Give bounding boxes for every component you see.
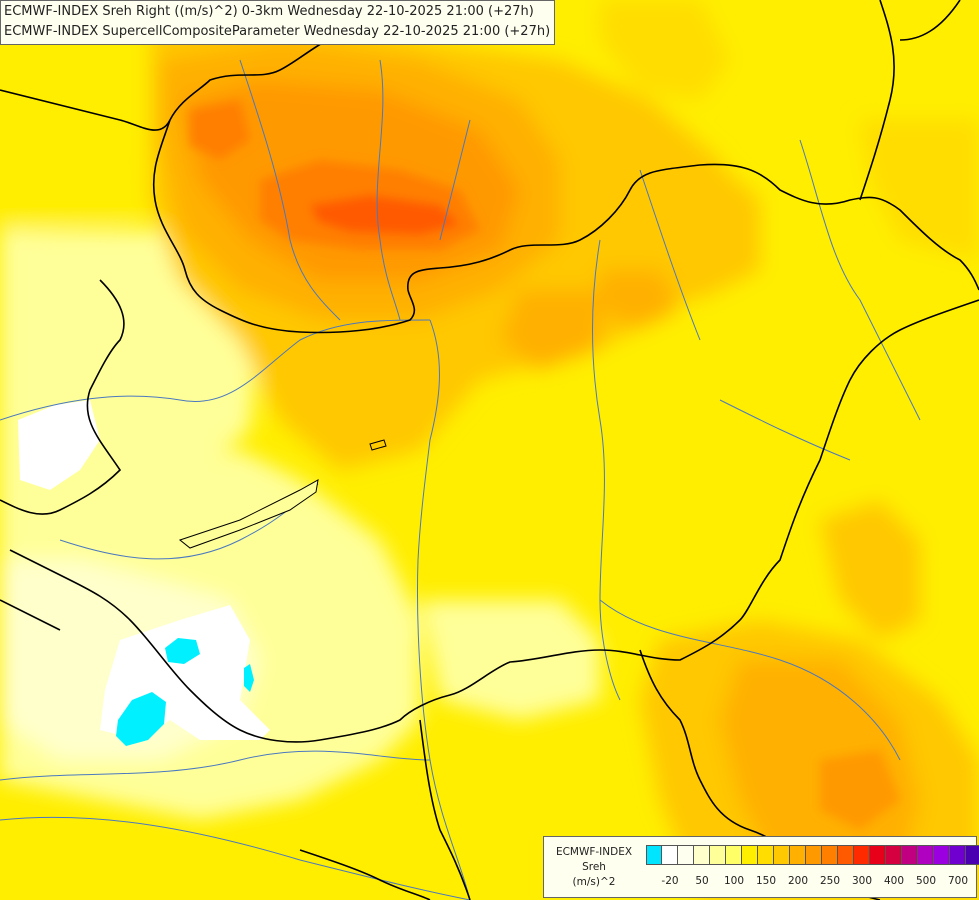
legend-swatch — [854, 845, 870, 865]
sreh-peak — [190, 100, 900, 830]
legend-tick-label: 400 — [883, 875, 905, 887]
legend-swatch — [774, 845, 790, 865]
legend-ticks: -20 50 100 150 200 250 300 400 500 700 — [646, 875, 976, 891]
legend-swatch — [966, 845, 979, 865]
legend-swatch — [790, 845, 806, 865]
legend-title-line-3: (m/s)^2 — [572, 876, 616, 888]
low-values — [18, 400, 270, 746]
legend-tick-label: 150 — [755, 875, 777, 887]
legend-tick-label: 500 — [915, 875, 937, 887]
legend-tick-label: 300 — [851, 875, 873, 887]
legend-tick-label: 50 — [695, 875, 709, 887]
lake-small — [369, 439, 387, 451]
legend-swatch — [678, 845, 694, 865]
legend-swatches — [646, 845, 979, 865]
legend-swatch — [886, 845, 902, 865]
legend-swatch — [694, 845, 710, 865]
legend-swatch — [758, 845, 774, 865]
legend-swatch — [902, 845, 918, 865]
legend-swatch — [806, 845, 822, 865]
legend-title-line-1: ECMWF-INDEX — [555, 846, 633, 858]
legend-swatch — [822, 845, 838, 865]
legend-swatch — [742, 845, 758, 865]
legend-title-line-2: Sreh — [582, 861, 606, 873]
title-line-2: ECMWF-INDEX SupercellCompositeParameter … — [4, 24, 551, 39]
legend-swatch — [710, 845, 726, 865]
legend-swatch — [838, 845, 854, 865]
legend-tick-label: 250 — [819, 875, 841, 887]
legend-swatch — [934, 845, 950, 865]
legend-title: ECMWF-INDEX Sreh (m/s)^2 — [548, 845, 640, 890]
legend-tick-label: 700 — [947, 875, 969, 887]
lake — [178, 479, 319, 549]
legend-tick-label: -20 — [661, 875, 679, 887]
legend-swatch — [870, 845, 886, 865]
legend-tick-label: 100 — [723, 875, 745, 887]
legend-tick-label: 200 — [787, 875, 809, 887]
legend-swatch — [950, 845, 966, 865]
title-line-1: ECMWF-INDEX Sreh Right ((m/s)^2) 0-3km W… — [4, 4, 534, 19]
legend-swatch — [918, 845, 934, 865]
color-legend: ECMWF-INDEX Sreh (m/s)^2 -20 50 100 150 200 2… — [543, 836, 979, 898]
map-title-box: ECMWF-INDEX Sreh Right ((m/s)^2) 0-3km W… — [0, 0, 556, 45]
legend-swatch — [726, 845, 742, 865]
legend-swatch — [662, 845, 678, 865]
legend-swatch — [646, 845, 662, 865]
